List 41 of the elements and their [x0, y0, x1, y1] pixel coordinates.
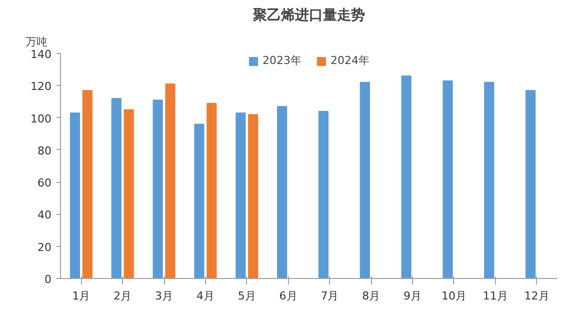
- legend-label: 2023年: [262, 53, 302, 68]
- y-tick-label: 40: [38, 208, 52, 222]
- bar: [318, 110, 329, 278]
- bar: [124, 109, 134, 278]
- y-tick-label: 80: [38, 144, 52, 158]
- bar: [194, 124, 204, 278]
- x-tick-label: 11月: [482, 290, 508, 302]
- x-tick-label: 7月: [320, 290, 339, 302]
- bar: [526, 90, 536, 278]
- y-tick-label: 100: [30, 112, 52, 126]
- x-tick-label: 6月: [279, 290, 298, 302]
- x-tick-label: 1月: [72, 290, 90, 302]
- y-tick-label: 140: [30, 48, 52, 61]
- bar: [248, 114, 258, 278]
- x-tick-label: 2月: [114, 290, 132, 302]
- y-tick-label: 0: [44, 273, 52, 286]
- bar: [277, 106, 288, 278]
- y-tick-label: 120: [30, 80, 52, 94]
- x-tick-label: 5月: [238, 290, 256, 302]
- bar: [206, 102, 217, 278]
- x-tick-label: 8月: [362, 290, 380, 302]
- bar: [484, 82, 494, 278]
- bar: [82, 90, 92, 278]
- x-tick-label: 4月: [196, 290, 214, 302]
- bar: [70, 112, 80, 278]
- bar: [165, 84, 176, 278]
- x-tick-label: 9月: [404, 290, 422, 302]
- x-tick-label: 3月: [155, 290, 174, 302]
- chart-title: 聚乙烯进口量走势: [252, 8, 365, 24]
- bar: [360, 82, 370, 278]
- bar: [442, 80, 453, 278]
- legend-label: 2024年: [330, 53, 370, 68]
- bar: [236, 112, 246, 278]
- bar: [111, 98, 122, 278]
- x-tick-label: 10月: [441, 290, 466, 302]
- y-tick-label: 20: [38, 240, 52, 254]
- y-axis-title: 万吨: [26, 36, 48, 48]
- y-tick-label: 60: [38, 176, 52, 190]
- x-tick-label: 12月: [524, 290, 550, 302]
- bar: [152, 100, 163, 278]
- bar: [401, 76, 412, 278]
